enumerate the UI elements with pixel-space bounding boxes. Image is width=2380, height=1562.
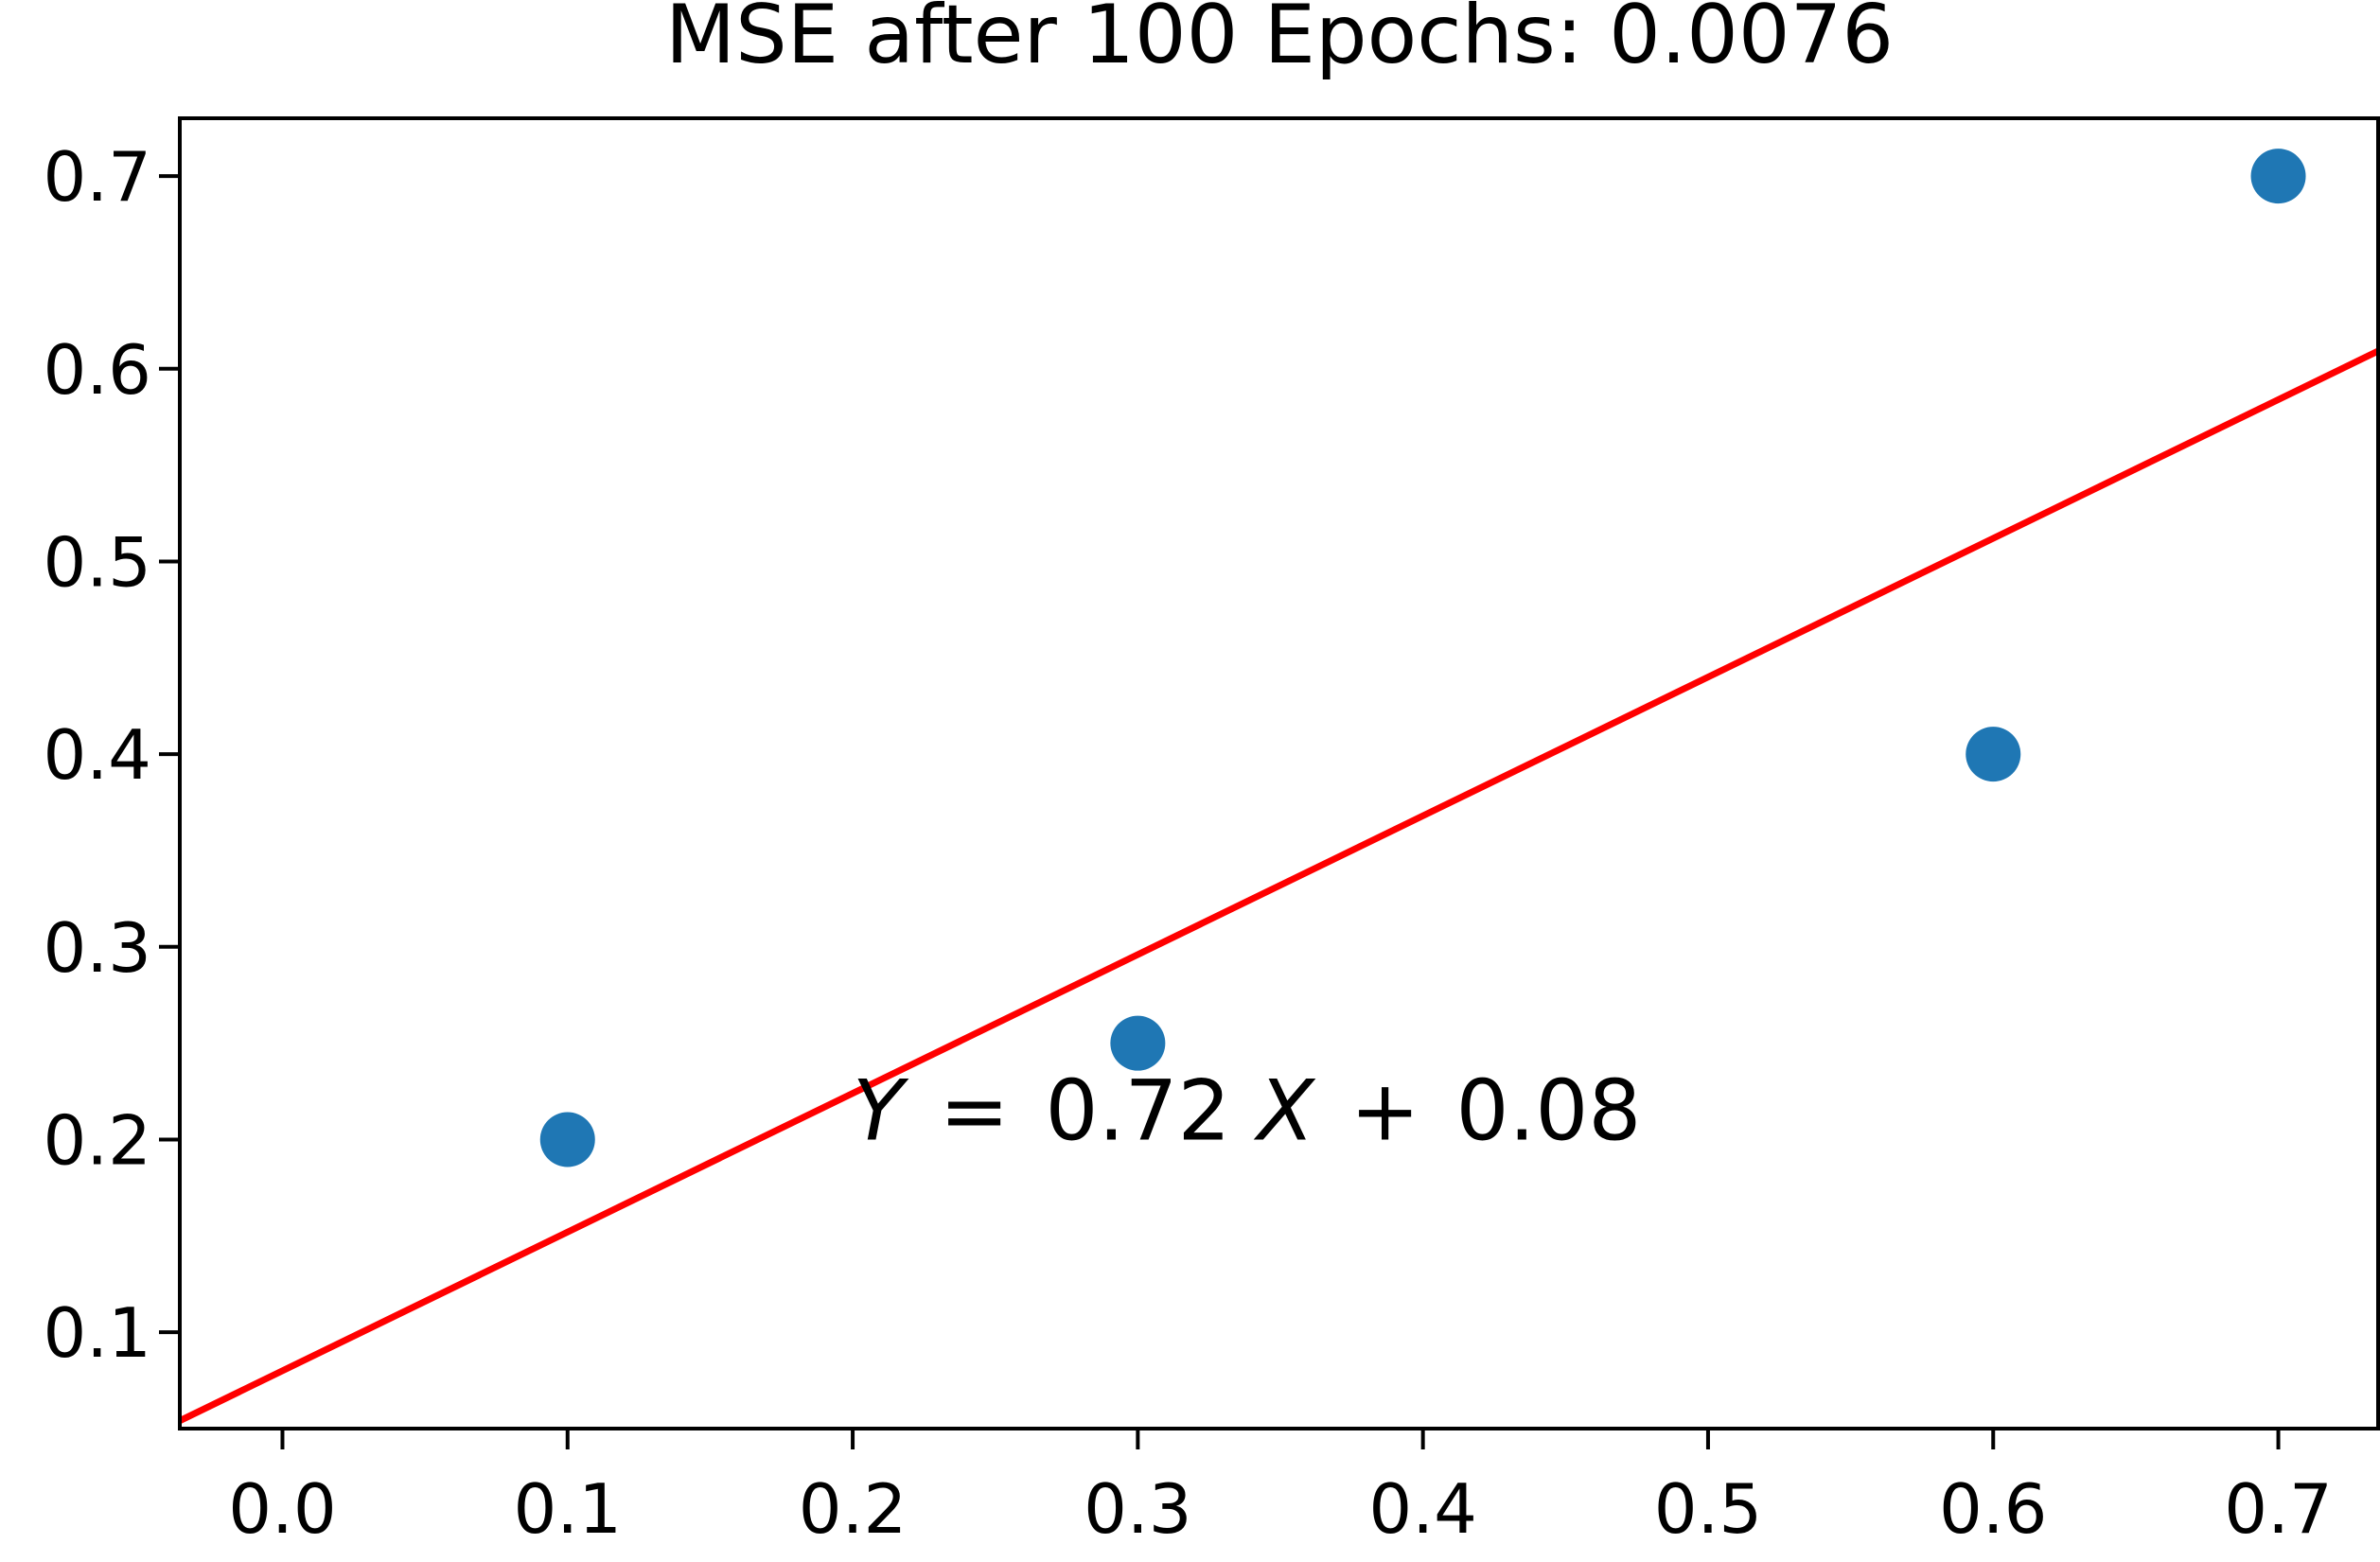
equation-x-variable: X bbox=[1253, 1062, 1315, 1159]
x-tick-label: 0.2 bbox=[799, 1469, 908, 1549]
y-tick-label: 0.5 bbox=[43, 522, 151, 602]
plot-frame bbox=[178, 116, 2380, 1430]
y-tick-label: 0.2 bbox=[43, 1100, 151, 1180]
equation-coefficient: 0.72 bbox=[1046, 1062, 1231, 1159]
x-tick-label: 0.4 bbox=[1368, 1469, 1477, 1549]
x-tick-label: 0.0 bbox=[228, 1469, 337, 1549]
equation-y-variable: Y bbox=[853, 1062, 909, 1159]
data-point bbox=[1966, 727, 2021, 782]
x-tick-label: 0.3 bbox=[1084, 1469, 1192, 1549]
x-tick-label: 0.7 bbox=[2224, 1469, 2333, 1549]
x-tick-label: 0.6 bbox=[1939, 1469, 2048, 1549]
data-point bbox=[1110, 1015, 1166, 1071]
equation-plus-sign: + bbox=[1350, 1062, 1420, 1159]
equation-intercept: 0.08 bbox=[1455, 1062, 1641, 1159]
y-tick-label: 0.7 bbox=[43, 137, 151, 217]
x-axis-ticks: 0.0 0.1 0.2 0.3 0.4 0.5 0.6 0.7 bbox=[228, 1429, 2333, 1549]
data-point bbox=[539, 1112, 595, 1167]
fit-line bbox=[178, 347, 2380, 1424]
y-tick-label: 0.6 bbox=[43, 330, 151, 410]
plot-content bbox=[178, 149, 2380, 1424]
y-tick-label: 0.4 bbox=[43, 715, 151, 795]
x-tick-label: 0.5 bbox=[1654, 1469, 1763, 1549]
equation-equals-sign: = bbox=[940, 1062, 1010, 1159]
y-axis-ticks: 0.1 0.2 0.3 0.4 0.5 0.6 0.7 bbox=[43, 137, 180, 1373]
y-tick-label: 0.1 bbox=[43, 1293, 151, 1373]
x-tick-label: 0.1 bbox=[514, 1469, 623, 1549]
y-tick-label: 0.3 bbox=[43, 908, 151, 988]
chart-title: MSE after 100 Epochs: 0.0076 bbox=[665, 0, 1894, 82]
fit-equation-label: Y = 0.72 X + 0.08 bbox=[853, 1062, 1641, 1159]
data-point bbox=[2250, 149, 2306, 204]
